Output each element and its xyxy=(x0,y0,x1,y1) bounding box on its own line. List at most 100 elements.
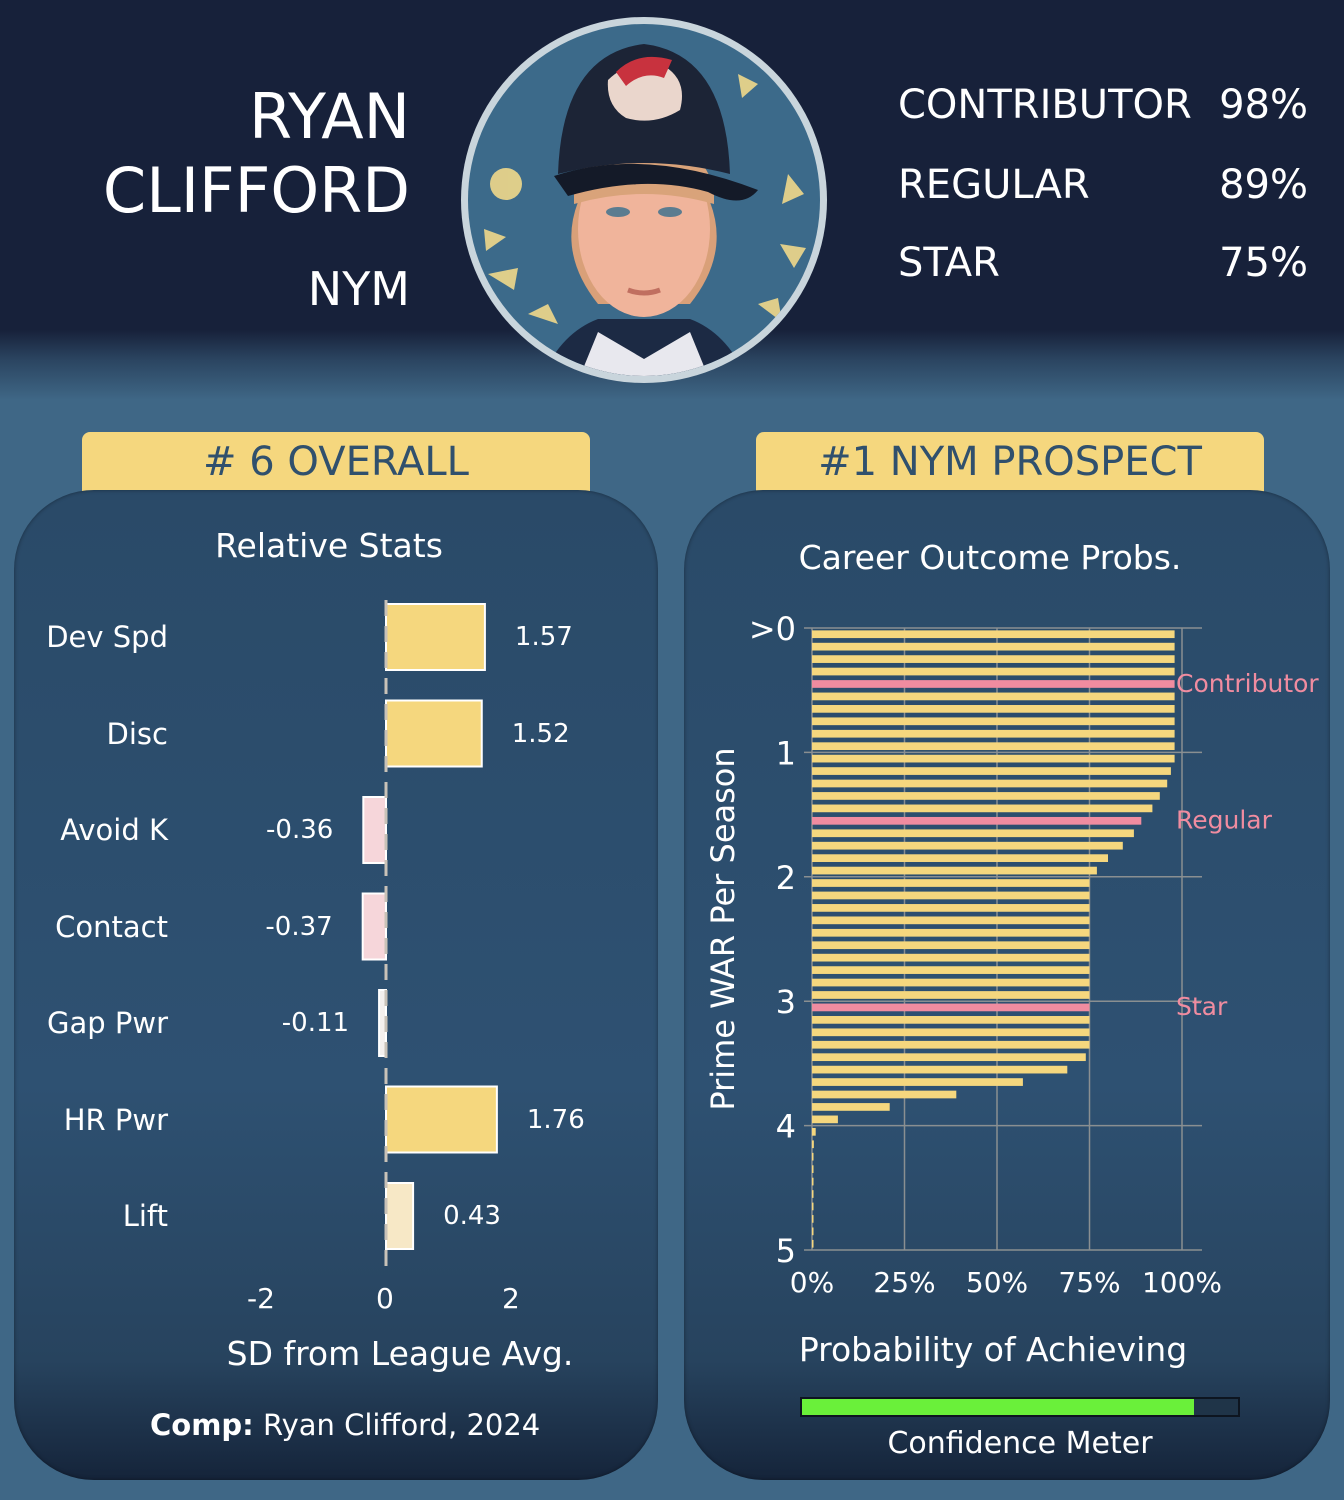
stat-bar xyxy=(362,796,388,864)
stat-value-label: -0.37 xyxy=(265,911,333,942)
overall-rank-tab: # 6 OVERALL xyxy=(82,432,590,496)
x-tick-label: 2 xyxy=(502,1282,520,1315)
stat-bar xyxy=(385,1085,498,1154)
career-outcomes-title: Career Outcome Probs. xyxy=(798,538,1182,577)
player-last-name: CLIFFORD xyxy=(102,154,410,227)
outcome-bar xyxy=(812,891,1090,900)
outcome-bar xyxy=(812,1152,814,1161)
outcome-bar xyxy=(812,667,1175,676)
stat-value-label: -0.11 xyxy=(281,1008,350,1038)
team-rank-tab: #1 NYM PROSPECT xyxy=(756,432,1264,496)
outcome-label: REGULAR xyxy=(898,162,1090,208)
x-tick-label: 25% xyxy=(873,1266,935,1299)
outcome-bar xyxy=(812,1078,1023,1086)
career-outcomes-xlabel: Probability of Achieving xyxy=(798,1330,1188,1369)
y-tick-label: 1 xyxy=(776,734,796,772)
x-tick-label: -2 xyxy=(247,1282,275,1315)
stat-value-label: 1.57 xyxy=(514,622,573,652)
confidence-meter-fill xyxy=(802,1399,1195,1415)
relative-stats-xlabel: SD from League Avg. xyxy=(226,1334,574,1373)
stat-value-label: -0.36 xyxy=(266,815,334,845)
outcome-bar xyxy=(812,966,1090,974)
outcome-bar xyxy=(812,841,1123,850)
outcome-bar xyxy=(812,804,1153,813)
outcome-bar xyxy=(812,655,1175,663)
outcome-bar xyxy=(812,1165,814,1173)
player-first-name: RYAN xyxy=(249,80,410,153)
outcome-bar xyxy=(812,978,1090,987)
outcome-bar xyxy=(812,642,1175,651)
stat-bar xyxy=(385,603,486,671)
stat-value-label: 1.76 xyxy=(526,1104,585,1135)
outcome-bar xyxy=(812,1065,1068,1074)
outcome-bar xyxy=(812,953,1090,962)
outcome-bar xyxy=(812,916,1090,925)
stat-category-label: Gap Pwr xyxy=(47,1006,168,1040)
outcome-bar xyxy=(812,941,1090,950)
x-tick-label: 0 xyxy=(376,1282,394,1315)
outcome-star: STAR 75% xyxy=(898,240,1308,290)
outcome-bar xyxy=(812,705,1175,713)
stat-category-label: Lift xyxy=(122,1199,168,1233)
outcome-value: 75% xyxy=(1219,240,1308,286)
outcome-bar xyxy=(812,767,1171,775)
outcome-bar xyxy=(812,854,1108,862)
outcome-bar xyxy=(812,991,1090,999)
x-tick-label: 100% xyxy=(1142,1266,1222,1299)
outcome-value: 89% xyxy=(1219,162,1308,208)
outcome-bar xyxy=(812,1028,1090,1037)
outcome-contributor: CONTRIBUTOR 98% xyxy=(898,82,1308,132)
outcome-bar xyxy=(812,829,1134,838)
y-axis-label: Prime WAR Per Season xyxy=(704,747,742,1110)
outcome-label: STAR xyxy=(898,240,1000,286)
x-tick-label: 50% xyxy=(966,1266,1028,1299)
outcome-bar xyxy=(812,1003,1090,1012)
comp-label: Comp: xyxy=(150,1408,254,1442)
stat-value-label: 0.43 xyxy=(443,1201,501,1231)
confidence-meter xyxy=(800,1397,1240,1417)
y-tick-label: 2 xyxy=(776,859,796,897)
outcome-bar xyxy=(812,630,1175,639)
outcome-bar xyxy=(812,1227,814,1236)
outcome-bar xyxy=(812,1053,1086,1062)
y-tick-label: 5 xyxy=(776,1232,796,1270)
outcome-bar xyxy=(812,866,1097,875)
x-tick-label: 75% xyxy=(1058,1266,1120,1299)
y-tick-label: 3 xyxy=(776,983,796,1021)
comp-line: Comp: Ryan Clifford, 2024 xyxy=(150,1408,540,1442)
stat-bar xyxy=(385,1182,415,1250)
outcome-bar xyxy=(812,928,1090,937)
outcome-bar xyxy=(812,879,1090,887)
outcome-bar xyxy=(812,904,1090,912)
relative-stats-title: Relative Stats xyxy=(215,526,443,565)
outcome-bar xyxy=(812,1040,1090,1049)
outcome-bar xyxy=(812,680,1175,688)
stat-category-label: Disc xyxy=(106,716,168,751)
outcome-regular: REGULAR 89% xyxy=(898,162,1308,212)
threshold-label: Regular xyxy=(1176,806,1273,835)
confidence-meter-label: Confidence Meter xyxy=(887,1426,1153,1461)
outcome-value: 98% xyxy=(1219,82,1308,128)
stat-category-label: Dev Spd xyxy=(46,620,168,654)
outcome-bar xyxy=(812,1090,957,1099)
outcome-bar xyxy=(812,1115,838,1124)
outcome-bar xyxy=(812,1140,814,1149)
outcome-bar xyxy=(812,1127,816,1136)
relative-stats-panel xyxy=(14,490,658,1480)
x-tick-label: 0% xyxy=(790,1266,834,1299)
outcome-bar xyxy=(812,1103,890,1111)
career-outcomes-chart: 0% 25% 50% 75% 100% >0 1 2 3 4 5 Contributor Regular… xyxy=(704,610,1319,1299)
stat-value-label: 1.52 xyxy=(511,718,570,749)
player-photo xyxy=(461,17,827,383)
stat-category-label: Contact xyxy=(55,909,168,944)
comp-value: Ryan Clifford, 2024 xyxy=(263,1408,541,1442)
outcome-bar xyxy=(812,729,1175,738)
outcome-bar xyxy=(812,1177,814,1186)
outcome-bar xyxy=(812,816,1142,825)
outcome-bar xyxy=(812,1215,814,1223)
stat-category-label: HR Pwr xyxy=(63,1102,168,1137)
outcome-bar xyxy=(812,754,1175,763)
stat-bar xyxy=(361,892,388,961)
y-tick-label: >0 xyxy=(749,610,796,648)
outcome-bar xyxy=(812,742,1175,751)
